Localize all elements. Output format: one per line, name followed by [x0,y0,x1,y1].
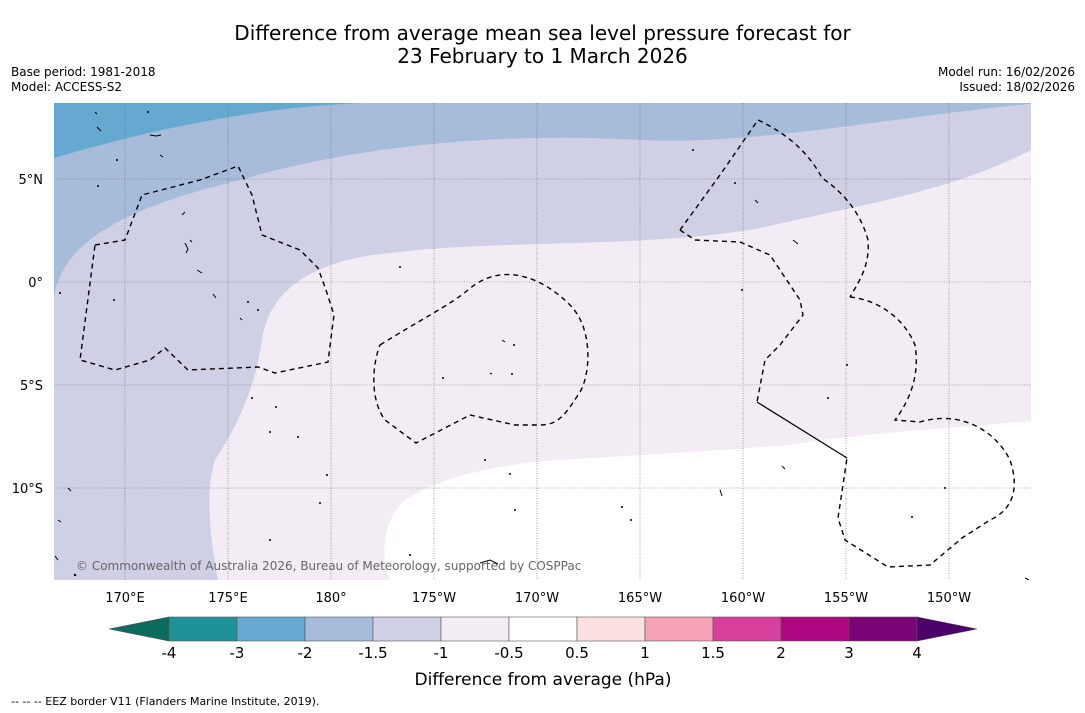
colorbar-tick-label: 1.5 [701,644,725,662]
colorbar-tick-label: -1.5 [358,644,387,662]
colorbar-tick-label: -1 [434,644,449,662]
lon-label-170w: 170°W [515,591,559,606]
eez-borders [79,119,1015,568]
colorbar-segment [644,616,714,642]
colorbar-segment [236,616,306,642]
lat-label-0: 0° [28,276,43,291]
colorbar-extend-low [108,616,170,642]
model-run: Model run: 16/02/2026 [937,65,1075,79]
title-line-2: 23 February to 1 March 2026 [397,44,688,68]
eez-line-islands [679,119,869,298]
lat-label-10s: 10°S [12,482,43,497]
colorbar-segment [712,616,782,642]
issued-date: Issued: 18/02/2026 [959,80,1075,94]
lon-label-175e: 175°E [208,591,248,606]
eez-footnote: -- -- -- EEZ border V11 (Flanders Marine… [11,695,320,708]
lon-label-165w: 165°W [618,591,662,606]
islands [54,111,1030,580]
graticule [54,103,1031,580]
colorbar-segment [508,616,578,642]
meta-right: Model run: 16/02/2026 Issued: 18/02/2026 [938,65,1075,95]
lon-label-160w: 160°W [721,591,765,606]
lon-label-155w: 155°W [824,591,868,606]
lon-label-170e: 170°E [105,591,145,606]
colorbar-segment [576,616,646,642]
colorbar-tick-label: -2 [298,644,313,662]
meta-left: Base period: 1981-2018 Model: ACCESS-S2 [11,65,156,95]
base-period: Base period: 1981-2018 [11,65,156,79]
model-name: Model: ACCESS-S2 [11,80,123,94]
colorbar-segment [168,616,238,642]
solid-boundary [756,401,848,459]
colorbar-tick-label: 0.5 [565,644,589,662]
island-dots [59,111,946,577]
colorbar-segment [848,616,918,642]
copyright: © Commonwealth of Australia 2026, Bureau… [76,559,581,573]
title-line-1: Difference from average mean sea level p… [234,21,851,45]
colorbar-segment [372,616,442,642]
band-minus-0-5-to-0-5 [384,420,1031,580]
lon-label-175w: 175°W [412,591,456,606]
colorbar-tick-label: -4 [162,644,177,662]
chart-title: Difference from average mean sea level p… [0,22,1085,68]
lat-label-5n: 5°N [19,173,44,188]
lon-labels: 170°E 175°E 180° 175°W 170°W 165°W 160°W… [105,591,971,606]
colorbar-segment [780,616,850,642]
eez-line-islands-south [679,229,804,403]
colorbar-tick-label: -3 [230,644,245,662]
lat-label-5s: 5°S [20,379,43,394]
colorbar-tick-label: 2 [776,644,786,662]
colorbar-label: Difference from average (hPa) [415,670,672,690]
colorbar-extend-high [916,616,978,642]
colorbar-tick-label: 4 [912,644,922,662]
lon-label-180: 180° [315,591,346,606]
colorbar-segment [440,616,510,642]
lat-labels: 5°N 0° 5°S 10°S [12,173,43,497]
lon-label-150w: 150°W [927,591,971,606]
colorbar-tick-label: 3 [844,644,854,662]
colorbar-segment [304,616,374,642]
map-area: © Commonwealth of Australia 2026, Bureau… [54,103,1031,580]
colorbar-tick-label: 1 [640,644,650,662]
colorbar-tick-label: -0.5 [494,644,523,662]
colorbar: -4 -3 -2 -1.5 -1 -0.5 0.5 1 1.5 2 3 4 Difference fr… [108,616,978,690]
